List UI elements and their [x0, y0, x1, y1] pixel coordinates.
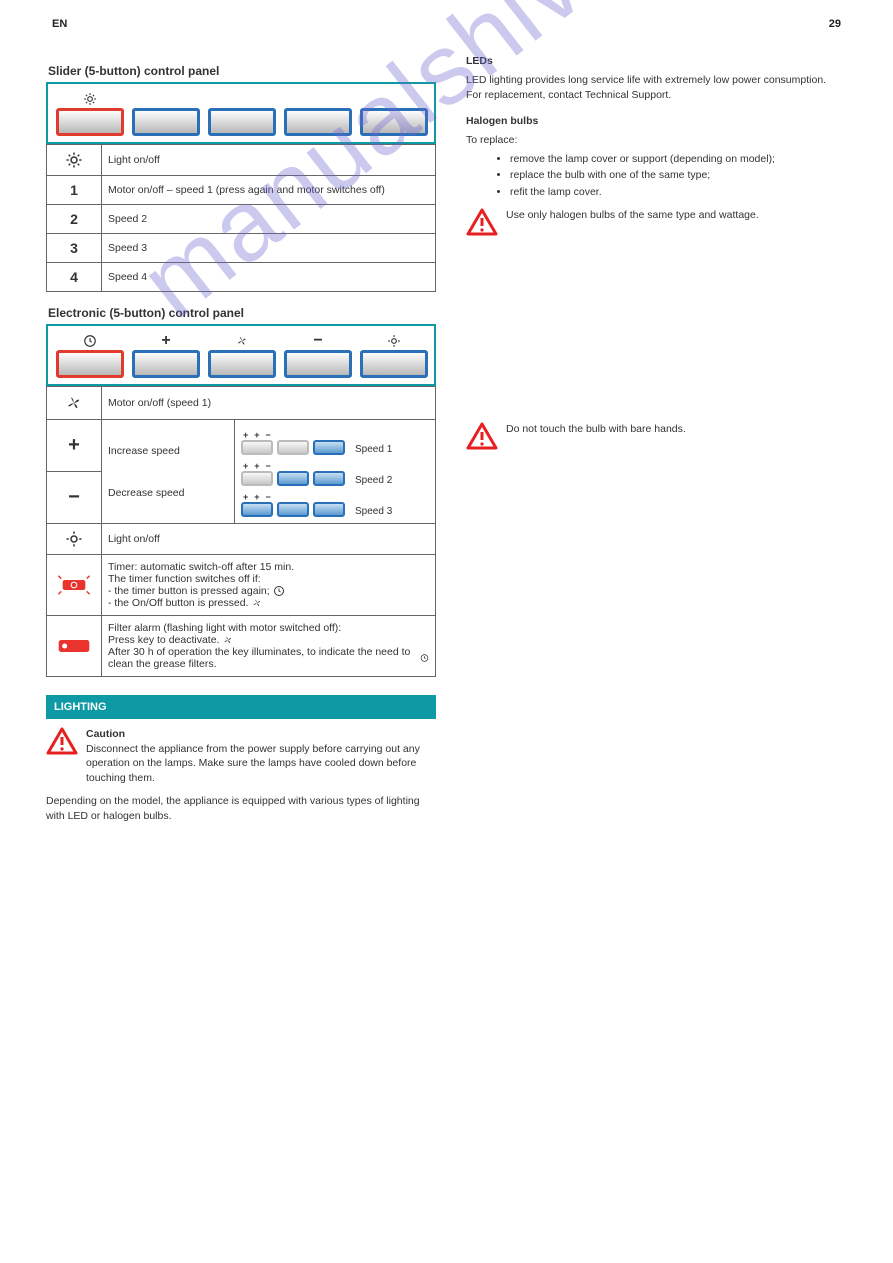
light-icon [387, 334, 401, 348]
halogen-steps: remove the lamp cover or support (depend… [470, 152, 836, 200]
warning-icon [466, 422, 498, 450]
panel-a-btn-3[interactable] [284, 108, 352, 136]
speed-2-icon: 2 [47, 205, 102, 234]
fan-icon [64, 393, 84, 413]
speed-indicator-block: ++− Speed 1 ++− Speed 2 ++− Speed 3 [235, 420, 436, 524]
panel-b-btn-fan[interactable] [208, 350, 276, 378]
row-light-label: Light on/off [102, 524, 436, 555]
row-plusminus-label: Increase speed Decrease speed [102, 420, 235, 524]
halogen-intro: To replace: [466, 133, 836, 148]
timer-flash-icon [47, 555, 102, 616]
row-filter-label: Filter alarm (flashing light with motor … [102, 616, 436, 677]
row-4-label: Speed 4 [102, 263, 436, 292]
page-number: 29 [829, 18, 841, 30]
halogen-warning-2: Do not touch the bulb with bare hands. [466, 422, 836, 450]
row-1-label: Motor on/off – speed 1 (press again and … [102, 176, 436, 205]
halogen-title: Halogen bulbs [466, 115, 538, 127]
lighting-bar: LIGHTING [46, 695, 436, 719]
led-title: LEDs [466, 55, 493, 67]
row-3-label: Speed 3 [102, 234, 436, 263]
light-icon [65, 530, 83, 548]
speed-3-icon: 3 [47, 234, 102, 263]
fan-icon [222, 634, 234, 646]
row-fan-label: Motor on/off (speed 1) [102, 387, 436, 420]
lighting-warning: Caution Disconnect the appliance from th… [46, 727, 436, 786]
clock-icon [273, 585, 285, 597]
halogen-warning-1: Use only halogen bulbs of the same type … [466, 208, 836, 236]
row-2-label: Speed 2 [102, 205, 436, 234]
fan-icon [235, 334, 249, 348]
speed-1-icon: 1 [47, 176, 102, 205]
speed-4-icon: 4 [47, 263, 102, 292]
row-timer-label: Timer: automatic switch-off after 15 min… [102, 555, 436, 616]
plus-icon: + [47, 420, 102, 472]
plus-icon: + [161, 334, 170, 348]
minus-icon: − [47, 472, 102, 524]
light-icon [83, 92, 97, 106]
light-icon [65, 151, 83, 169]
lang-code: EN [52, 18, 67, 30]
panel-a-btn-2[interactable] [208, 108, 276, 136]
panel-b-btn-light[interactable] [360, 350, 428, 378]
panel-b-title: Electronic (5-button) control panel [48, 306, 436, 320]
panel-b-table: Motor on/off (speed 1) + Increase speed … [46, 386, 436, 677]
row-light-label: Light on/off [102, 145, 436, 176]
warning-icon [466, 208, 498, 236]
panel-b-btn-minus[interactable] [284, 350, 352, 378]
panel-a-btn-4[interactable] [360, 108, 428, 136]
panel-a-btn-light[interactable] [56, 108, 124, 136]
panel-a-btn-1[interactable] [132, 108, 200, 136]
lighting-para: Depending on the model, the appliance is… [46, 794, 436, 824]
minus-icon: − [313, 334, 322, 348]
fan-icon [251, 597, 263, 609]
filter-alarm-icon [47, 616, 102, 677]
panel-b-btn-timer[interactable] [56, 350, 124, 378]
led-text: LED lighting provides long service life … [466, 73, 836, 103]
panel-b: + − [46, 324, 436, 386]
clock-icon [420, 652, 429, 664]
panel-a-title: Slider (5-button) control panel [48, 64, 436, 78]
panel-b-btn-plus[interactable] [132, 350, 200, 378]
clock-icon [83, 334, 97, 348]
warning-icon [46, 727, 78, 755]
panel-a-table: Light on/off 1 Motor on/off – speed 1 (p… [46, 144, 436, 292]
panel-a [46, 82, 436, 144]
